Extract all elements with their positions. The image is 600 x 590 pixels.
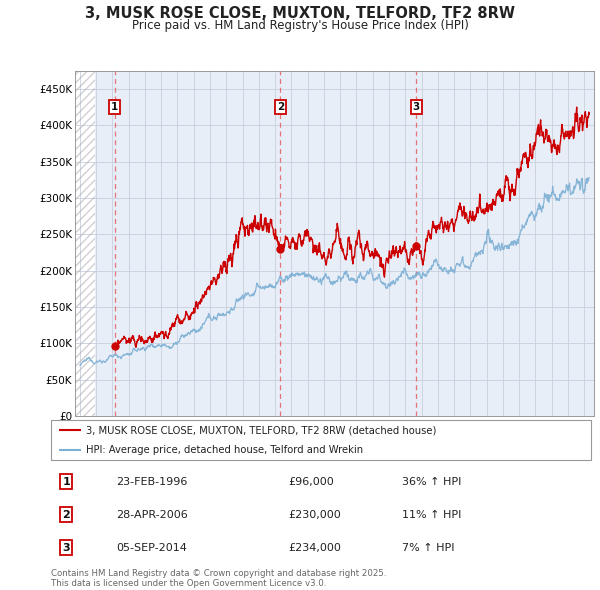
Text: 28-APR-2006: 28-APR-2006: [116, 510, 188, 520]
Text: 05-SEP-2014: 05-SEP-2014: [116, 543, 187, 553]
Bar: [75, 71, 95, 416]
Text: 2: 2: [62, 510, 70, 520]
Text: 1: 1: [111, 102, 118, 112]
Text: 3: 3: [62, 543, 70, 553]
Text: 23-FEB-1996: 23-FEB-1996: [116, 477, 187, 487]
Text: 3, MUSK ROSE CLOSE, MUXTON, TELFORD, TF2 8RW: 3, MUSK ROSE CLOSE, MUXTON, TELFORD, TF2…: [85, 6, 515, 21]
Text: 11% ↑ HPI: 11% ↑ HPI: [402, 510, 461, 520]
Text: 7% ↑ HPI: 7% ↑ HPI: [402, 543, 455, 553]
Text: 3: 3: [413, 102, 420, 112]
Text: £96,000: £96,000: [289, 477, 334, 487]
Text: 3, MUSK ROSE CLOSE, MUXTON, TELFORD, TF2 8RW (detached house): 3, MUSK ROSE CLOSE, MUXTON, TELFORD, TF2…: [86, 425, 436, 435]
Text: 1: 1: [62, 477, 70, 487]
Bar: [75, 71, 95, 416]
Text: 2: 2: [277, 102, 284, 112]
FancyBboxPatch shape: [51, 420, 591, 460]
Text: Price paid vs. HM Land Registry's House Price Index (HPI): Price paid vs. HM Land Registry's House …: [131, 19, 469, 32]
Text: £234,000: £234,000: [289, 543, 341, 553]
Text: Contains HM Land Registry data © Crown copyright and database right 2025.
This d: Contains HM Land Registry data © Crown c…: [51, 569, 386, 588]
Text: 36% ↑ HPI: 36% ↑ HPI: [402, 477, 461, 487]
Text: HPI: Average price, detached house, Telford and Wrekin: HPI: Average price, detached house, Telf…: [86, 445, 363, 455]
Text: £230,000: £230,000: [289, 510, 341, 520]
